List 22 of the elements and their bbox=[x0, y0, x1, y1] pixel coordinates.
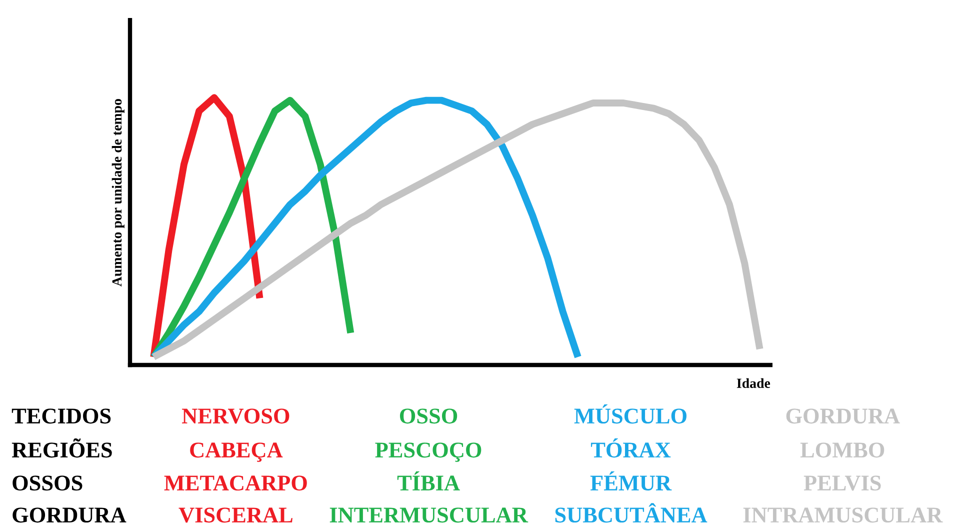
text: GORDURA bbox=[786, 408, 900, 424]
text: CABEÇA bbox=[190, 442, 283, 462]
text: INTERMUSCULAR bbox=[330, 508, 528, 523]
x-axis-title: Idade bbox=[736, 378, 770, 388]
text: METACARPO bbox=[164, 476, 307, 491]
text: OSSO bbox=[400, 408, 458, 424]
text: REGIÕES bbox=[12, 438, 112, 458]
text: FÉMUR bbox=[590, 471, 672, 491]
text: LOMBO bbox=[800, 442, 884, 458]
text: TÍBIA bbox=[397, 471, 460, 490]
text: MÚSCULO bbox=[574, 404, 686, 424]
text: VISCERAL bbox=[178, 508, 292, 523]
text: GORDURA bbox=[12, 508, 126, 523]
text: INTRAMUSCULAR bbox=[743, 508, 943, 523]
y-axis-title: Aumento por unidade de tempo bbox=[112, 99, 124, 286]
text: TECIDOS bbox=[12, 408, 111, 424]
text: SUBCUTÂNEA bbox=[555, 503, 708, 523]
text: TÓRAX bbox=[590, 438, 671, 458]
text: PESCOÇO bbox=[375, 442, 482, 462]
text: NERVOSO bbox=[182, 408, 290, 424]
text: PELVIS bbox=[804, 476, 881, 491]
text: OSSOS bbox=[12, 476, 82, 491]
